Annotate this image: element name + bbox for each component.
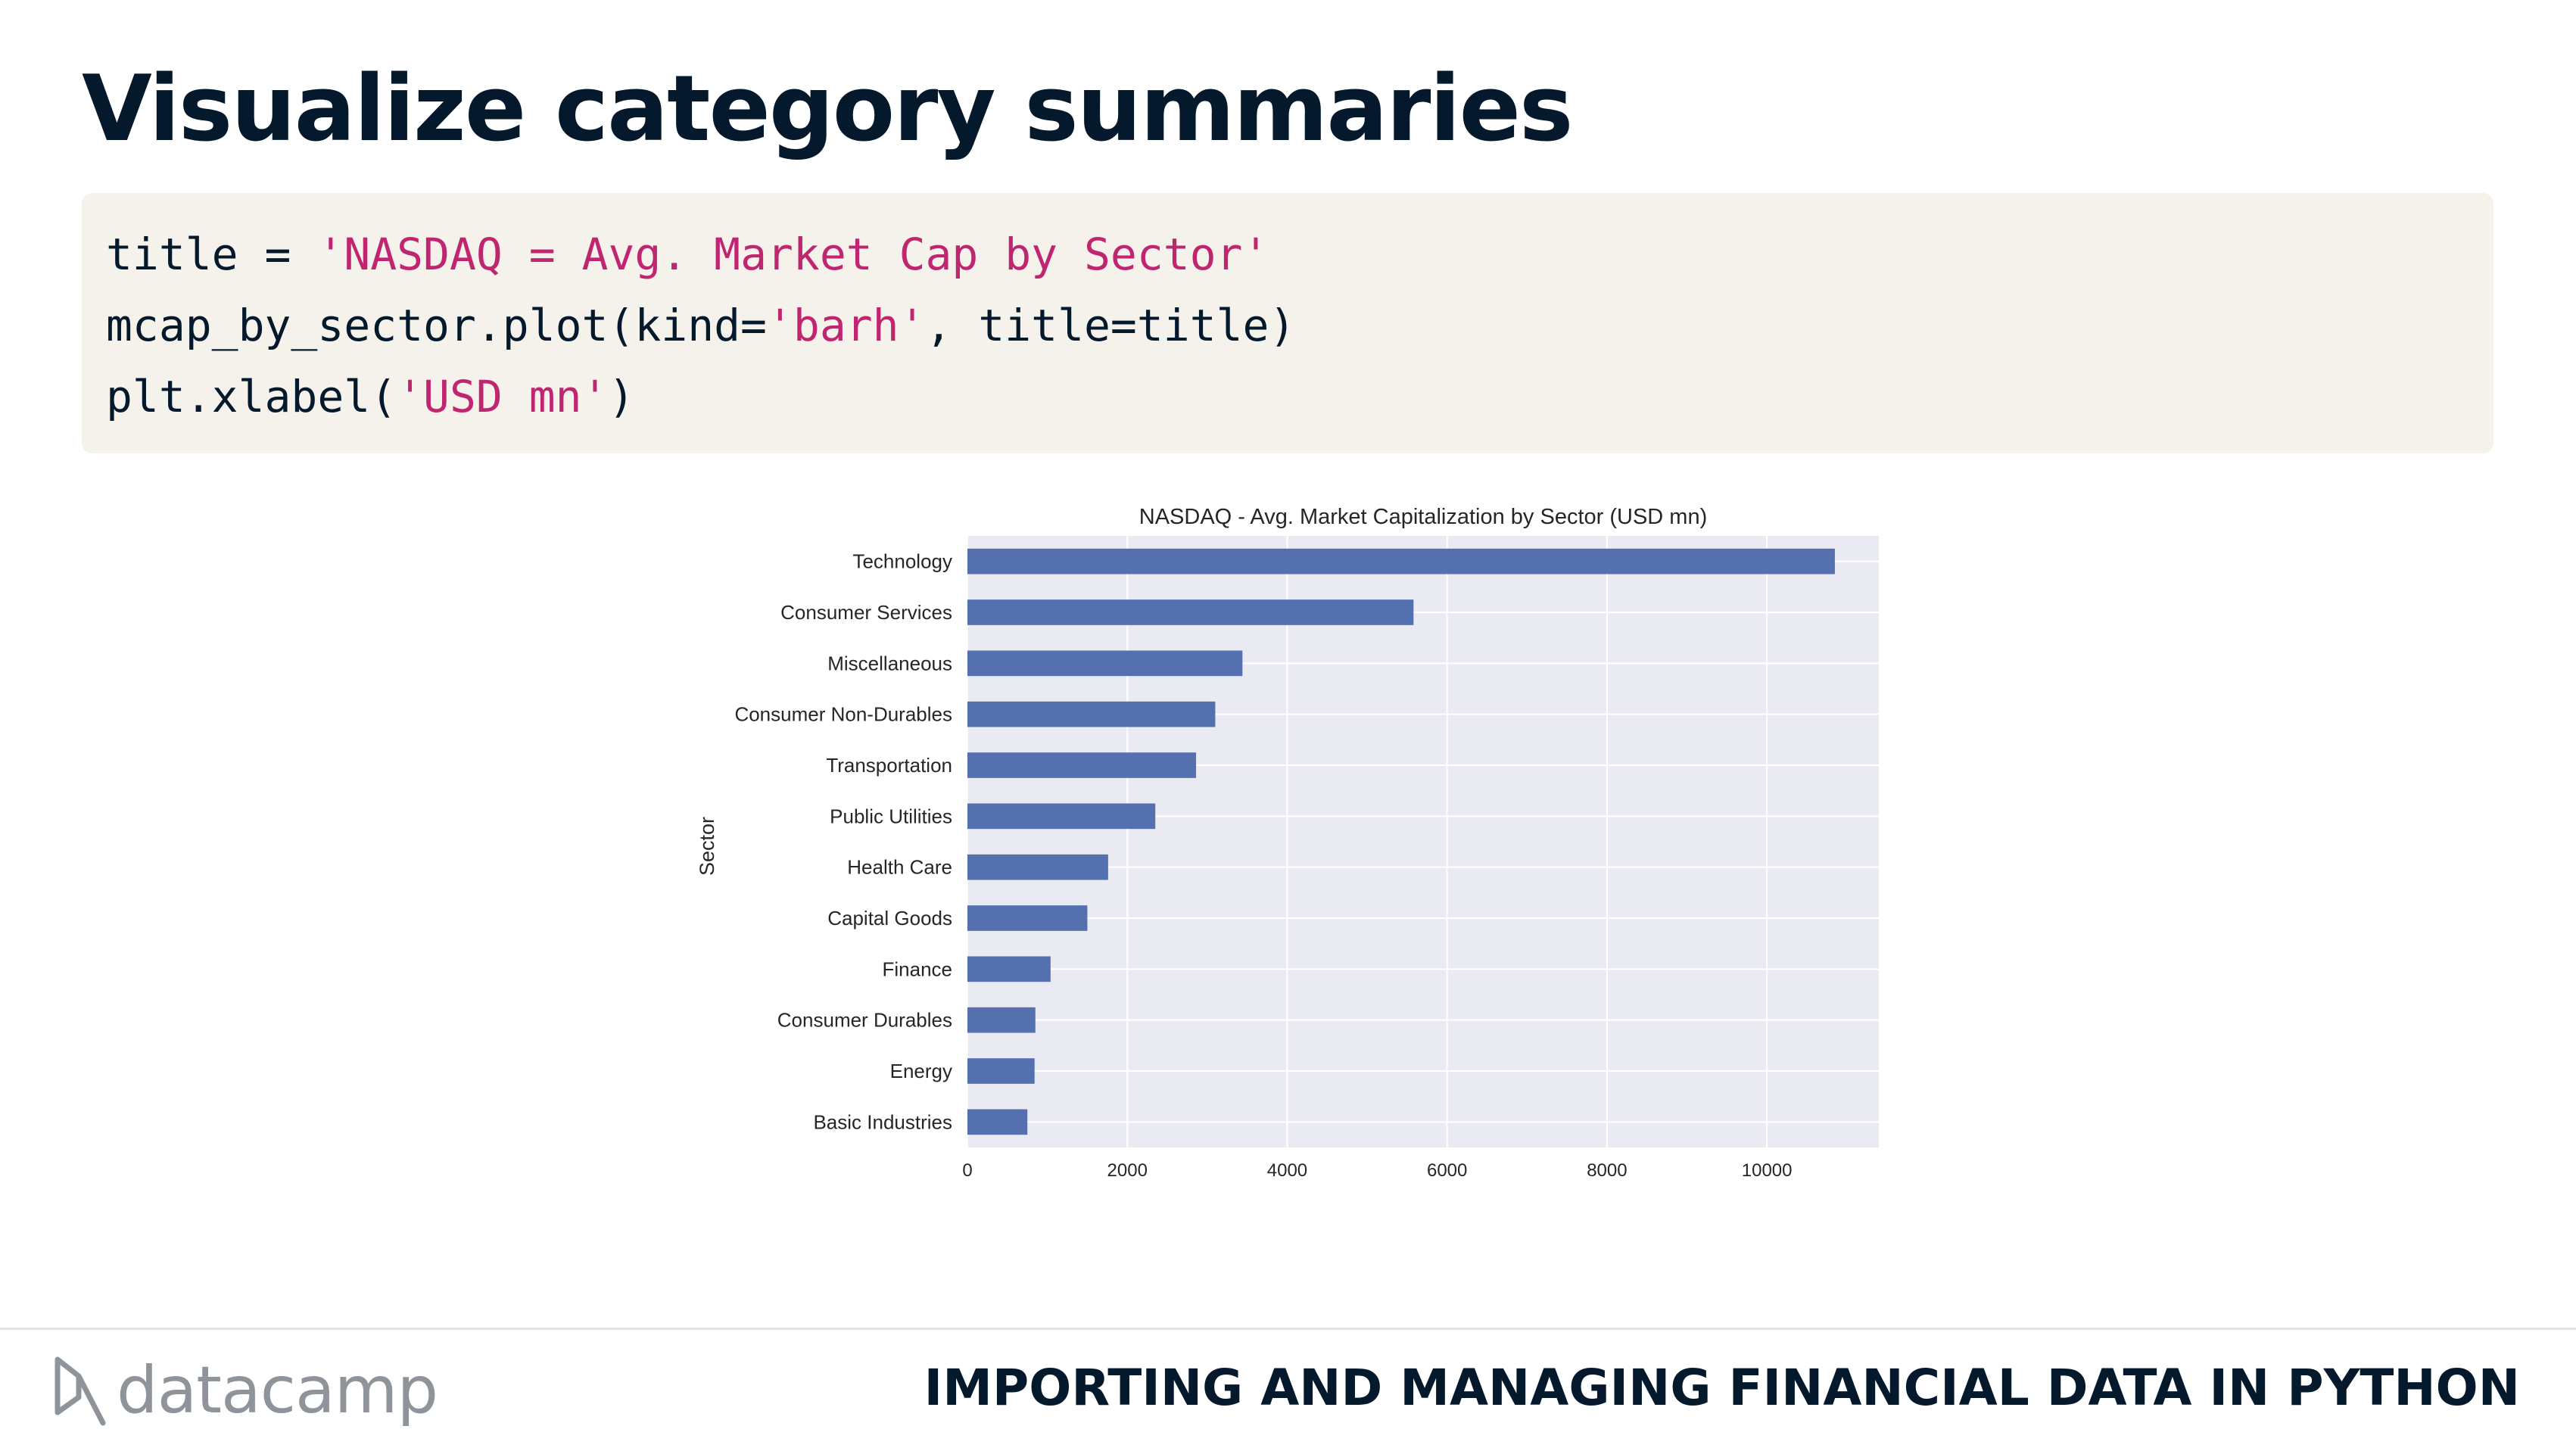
label-layer: 0 2000 4000 6000 8000 10000 Technology Consumer… <box>734 550 1792 1181</box>
datacamp-logo-text: datacamp <box>117 1353 438 1428</box>
y-tick-label: Miscellaneous <box>827 652 952 674</box>
code-block: title = 'NASDAQ = Avg. Market Cap by Sec… <box>82 193 2493 453</box>
x-tick-label: 6000 <box>1427 1160 1467 1181</box>
bar <box>967 752 1197 778</box>
x-tick-label: 10000 <box>1742 1160 1793 1181</box>
code-text: mcap_by_sector.plot(kind= <box>106 300 767 351</box>
x-tick-label: 0 <box>962 1160 972 1181</box>
code-line-2: mcap_by_sector.plot(kind='barh', title=t… <box>106 290 2469 361</box>
bar <box>967 1109 1028 1135</box>
plot-area <box>967 536 1879 1147</box>
datacamp-logo: datacamp <box>53 1349 438 1432</box>
y-tick-label: Public Utilities <box>830 805 952 827</box>
code-string: 'USD mn' <box>397 371 609 422</box>
slide-title: Visualize category summaries <box>82 57 1573 162</box>
y-tick-label: Consumer Durables <box>777 1009 952 1032</box>
bar <box>967 599 1414 625</box>
bar <box>967 905 1088 931</box>
bar-layer <box>967 548 1835 1135</box>
code-text: ) <box>608 371 635 422</box>
x-tick-label: 8000 <box>1587 1160 1627 1181</box>
bar <box>967 956 1051 982</box>
code-string: 'barh' <box>766 300 926 351</box>
bar <box>967 803 1156 830</box>
chart-title: NASDAQ - Avg. Market Capitalization by S… <box>1139 505 1708 529</box>
code-line-3: plt.xlabel('USD mn') <box>106 361 2469 432</box>
y-axis-label: Sector <box>696 817 718 876</box>
bar <box>967 650 1243 677</box>
y-tick-label: Consumer Services <box>780 601 952 624</box>
code-text: title = <box>106 229 318 280</box>
course-name: IMPORTING AND MANAGING FINANCIAL DATA IN… <box>924 1359 2520 1417</box>
code-line-1: title = 'NASDAQ = Avg. Market Cap by Sec… <box>106 219 2469 290</box>
bar <box>967 548 1835 574</box>
code-string: 'NASDAQ = Avg. Market Cap by Sector' <box>317 229 1269 280</box>
y-tick-label: Finance <box>883 957 953 980</box>
footer-divider <box>0 1328 2576 1330</box>
y-tick-label: Basic Industries <box>813 1110 952 1133</box>
x-tick-label: 2000 <box>1107 1160 1148 1181</box>
bar <box>967 1058 1035 1084</box>
bar <box>967 1007 1036 1033</box>
y-tick-label: Transportation <box>826 754 952 777</box>
y-tick-label: Capital Goods <box>827 907 952 929</box>
y-tick-label: Energy <box>890 1060 952 1082</box>
datacamp-logo-icon <box>55 1356 106 1426</box>
bar <box>967 854 1108 880</box>
x-tick-label: 4000 <box>1267 1160 1307 1181</box>
y-tick-label: Consumer Non-Durables <box>734 703 952 726</box>
code-text: , title=title) <box>925 300 1296 351</box>
bar <box>967 701 1216 727</box>
y-tick-label: Technology <box>852 550 952 573</box>
y-tick-label: Health Care <box>847 856 952 879</box>
code-text: plt.xlabel( <box>106 371 397 422</box>
